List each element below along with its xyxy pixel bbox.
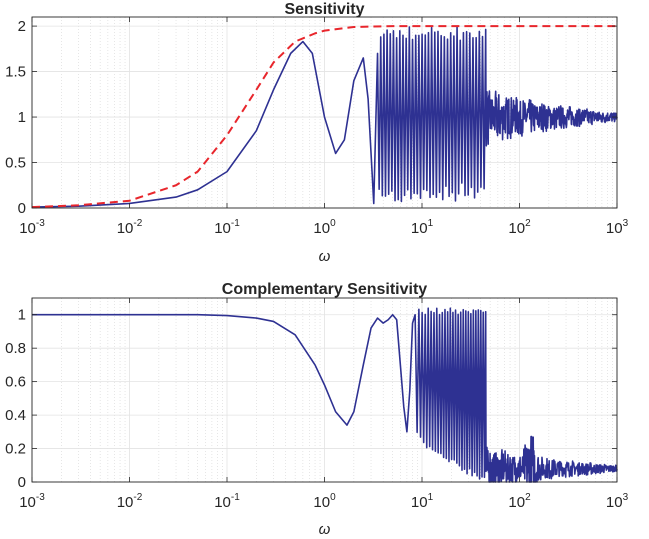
y-tick-label: 0.8 [5,340,26,357]
x-tick-label: 10-2 [117,492,143,511]
chart-title: Sensitivity [284,1,364,18]
chart-title: Complementary Sensitivity [222,281,428,298]
x-tick-label: 10-1 [214,218,240,237]
x-tick-label: 10-3 [19,218,45,237]
complementary-sensitivity-plot: 10-3 10-2 10-1 100 101 102 103 0 0.2 0.4 0.6 0.8 1 Co… [5,281,628,538]
x-tick-label: 10-1 [214,492,240,511]
y-tick-label: 1 [18,307,26,324]
y-tick-label: 1.5 [5,64,26,81]
x-axis-label: ω [319,248,331,265]
x-tick-label: 103 [606,218,629,237]
x-tick-label: 10-2 [117,218,143,237]
y-tick-label: 0.5 [5,155,26,172]
series-line-dashed [31,25,617,209]
x-tick-label: 10-3 [19,492,45,511]
series-line-solid [32,307,618,483]
y-tick-label: 0 [18,474,26,491]
x-tick-label: 103 [606,492,629,511]
x-tick-label: 101 [411,492,434,511]
y-tick-label: 1 [18,109,26,126]
y-tick-label: 0 [18,200,26,217]
y-tick-label: 0.4 [5,407,26,424]
y-tick-label: 0.2 [5,441,26,458]
x-tick-label: 100 [313,218,336,237]
x-tick-label: 102 [508,492,531,511]
x-tick-label: 101 [411,218,434,237]
y-tick-label: 0.6 [5,374,26,391]
x-tick-label: 102 [508,218,531,237]
x-tick-label: 100 [313,492,336,511]
series-line-solid [31,25,618,208]
y-tick-label: 2 [18,18,26,35]
sensitivity-plot: 10-3 10-2 10-1 100 101 102 103 0 0.5 1 1.5 2 Sensiti… [5,1,628,265]
x-axis-label: ω [319,521,331,538]
